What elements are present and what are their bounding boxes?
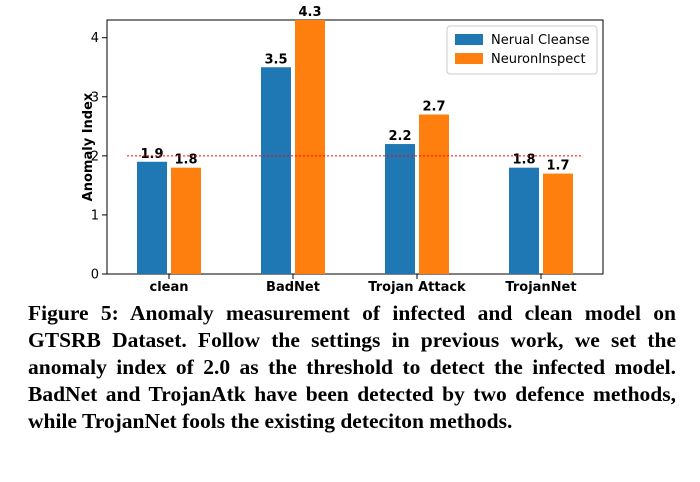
bar-value-label: 2.2 xyxy=(388,129,411,144)
x-category-label: Trojan Attack xyxy=(368,280,466,295)
y-tick-label: 1 xyxy=(91,208,99,223)
bar xyxy=(385,144,415,274)
bar xyxy=(295,20,325,274)
legend-label: Nerual Cleanse xyxy=(491,33,590,48)
y-axis-label: Anomaly Index xyxy=(81,92,96,201)
x-category-label: clean xyxy=(149,280,188,295)
x-category-label: TrojanNet xyxy=(505,280,576,295)
bar xyxy=(419,114,449,274)
chart: 0 1 2 3 4 Anomaly Index clean 1.9 1.8 BadNet 3.5 4.… xyxy=(81,5,604,295)
y-tick-label: 2 xyxy=(91,149,99,164)
bar-value-label: 1.7 xyxy=(546,159,569,174)
figure-caption: Figure 5: Anomaly measurement of infecte… xyxy=(28,301,676,433)
bar xyxy=(543,173,573,274)
bar-value-label: 3.5 xyxy=(264,52,287,67)
legend-box xyxy=(446,25,598,75)
bar-value-label: 4.3 xyxy=(298,5,321,20)
y-tick-label: 3 xyxy=(91,90,99,105)
bar xyxy=(171,167,201,274)
plot-frame xyxy=(106,19,604,275)
bar-value-label: 2.7 xyxy=(422,100,445,115)
bar-value-label: 1.8 xyxy=(512,153,535,168)
bar-value-label: 1.8 xyxy=(174,153,197,168)
x-category-label: BadNet xyxy=(266,280,320,295)
bar-value-label: 1.9 xyxy=(140,147,163,162)
bar-chart-svg: 0 1 2 3 4 Anomaly Index clean 1.9 1.8 BadNet 3.5 4.… xyxy=(81,5,604,295)
legend-swatch xyxy=(455,34,483,45)
bar xyxy=(137,161,167,274)
y-tick-label: 0 xyxy=(91,268,99,283)
legend-swatch xyxy=(455,53,483,64)
bar xyxy=(261,67,291,274)
bar xyxy=(509,167,539,274)
y-tick-label: 4 xyxy=(91,31,99,46)
legend-label: NeuronInspect xyxy=(491,52,586,67)
